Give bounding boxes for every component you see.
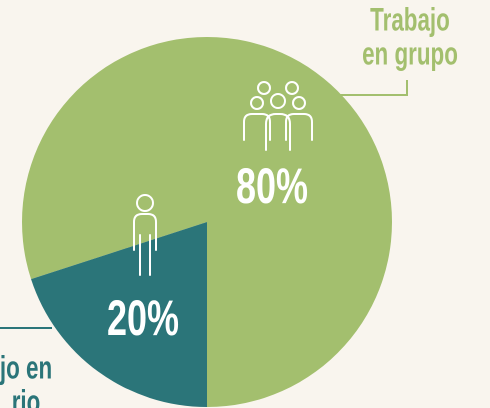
value-label: 80% bbox=[236, 160, 308, 215]
category-label: Trabajo bbox=[370, 1, 450, 37]
person-icon bbox=[133, 194, 157, 276]
leader-line bbox=[338, 80, 408, 96]
value-label: 20% bbox=[107, 292, 179, 347]
category-label: en grupo bbox=[362, 35, 458, 71]
group-icon bbox=[243, 81, 313, 151]
pie-slice bbox=[31, 222, 207, 407]
category-label: rio bbox=[12, 383, 41, 408]
category-label: jo en bbox=[0, 349, 52, 385]
